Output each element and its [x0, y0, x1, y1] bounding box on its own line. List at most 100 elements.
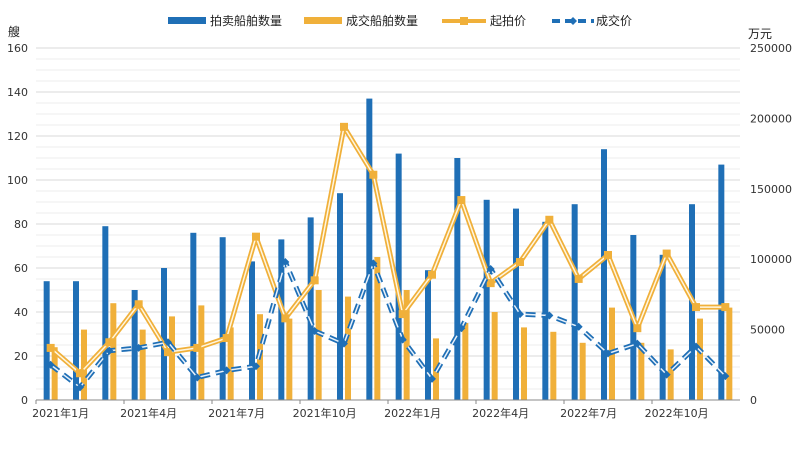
- point-deal-price: [310, 327, 319, 336]
- bar-marks: [43, 98, 733, 400]
- point-deal-price: [516, 310, 524, 319]
- bar-deal-count: [403, 290, 410, 400]
- legend-swatch-deal-count: [304, 17, 342, 24]
- bar-deal-count: [81, 329, 87, 400]
- legend-label-starting-price: 起拍价: [490, 13, 526, 28]
- point-deal-price: [486, 265, 495, 274]
- bar-auction-count: [102, 226, 109, 400]
- point-deal-price: [692, 342, 700, 351]
- bar-auction-count: [73, 281, 79, 400]
- legend-swatch-auction-count: [168, 17, 206, 24]
- point-starting-price: [340, 122, 348, 131]
- bar-deal-count: [345, 296, 351, 400]
- legend-label-deal-price: 成交价: [596, 13, 632, 28]
- left-tick-label: 100: [7, 174, 28, 187]
- point-starting-price: [369, 170, 378, 179]
- point-starting-price: [457, 196, 466, 205]
- bar-deal-count: [227, 327, 234, 400]
- legend-label-deal-count: 成交船舶数量: [346, 13, 418, 28]
- point-starting-price: [516, 258, 524, 267]
- point-starting-price: [193, 343, 202, 352]
- point-starting-price: [252, 232, 260, 241]
- line-marks: [46, 122, 730, 392]
- right-tick-label: 100000: [750, 253, 792, 266]
- x-tick-label: 2021年4月: [120, 406, 177, 420]
- point-deal-price: [193, 373, 202, 382]
- point-starting-price: [46, 343, 55, 352]
- point-starting-price: [134, 300, 143, 309]
- bar-auction-count: [659, 254, 666, 400]
- bar-auction-count: [454, 158, 461, 400]
- x-tick-label: 2021年7月: [208, 406, 265, 420]
- point-deal-price: [604, 349, 612, 358]
- point-deal-price: [428, 374, 436, 383]
- point-deal-price: [545, 311, 554, 320]
- left-tick-label: 0: [21, 394, 28, 407]
- point-starting-price: [281, 314, 290, 323]
- bar-deal-count: [198, 305, 205, 400]
- bar-deal-count: [726, 307, 733, 400]
- point-deal-price: [340, 339, 348, 348]
- point-deal-price: [398, 335, 407, 344]
- bar-auction-count: [571, 204, 578, 400]
- point-starting-price: [105, 338, 114, 347]
- left-tick-label: 160: [7, 42, 28, 55]
- right-tick-label: 250000: [750, 42, 792, 55]
- right-tick-label: 50000: [750, 324, 785, 337]
- x-tick-label: 2021年1月: [32, 406, 89, 420]
- right-tick-label: 150000: [750, 183, 792, 196]
- point-deal-price: [252, 362, 260, 371]
- bar-deal-count: [374, 257, 381, 400]
- bar-auction-count: [395, 153, 402, 400]
- point-starting-price: [398, 310, 407, 319]
- point-deal-price: [281, 258, 290, 267]
- point-deal-price: [164, 338, 172, 347]
- point-deal-price: [105, 346, 114, 355]
- point-deal-price: [134, 343, 143, 352]
- point-deal-price: [662, 370, 671, 379]
- point-starting-price: [604, 250, 612, 259]
- bar-auction-count: [601, 149, 607, 400]
- bar-auction-count: [190, 232, 197, 400]
- left-axis-unit: 艘: [8, 24, 20, 39]
- bar-deal-count: [51, 347, 58, 400]
- bar-auction-count: [307, 217, 314, 400]
- point-starting-price: [633, 324, 642, 333]
- left-axis: 0 20 40 60 80 100 120 140 160: [7, 42, 28, 407]
- left-tick-label: 140: [7, 86, 28, 99]
- bar-deal-count: [139, 329, 146, 400]
- point-starting-price: [428, 270, 436, 279]
- bar-deal-count: [491, 312, 498, 400]
- bar-auction-count: [366, 98, 373, 400]
- line-deal-price-inner: [50, 261, 726, 389]
- left-tick-label: 20: [14, 350, 28, 363]
- bar-auction-count: [161, 268, 167, 400]
- bar-deal-count: [521, 327, 527, 400]
- bar-deal-count: [286, 318, 293, 400]
- point-deal-price: [574, 322, 583, 331]
- right-tick-label: 200000: [750, 112, 792, 125]
- legend-label-auction-count: 拍卖船舶数量: [210, 13, 282, 28]
- right-axis-unit: 万元: [748, 27, 772, 41]
- left-tick-label: 60: [14, 262, 28, 275]
- bar-auction-count: [43, 281, 50, 400]
- x-tick-label: 2022年10月: [645, 406, 709, 420]
- point-starting-price: [692, 303, 700, 312]
- legend: 拍卖船舶数量 成交船舶数量 起拍价 成交价: [168, 13, 632, 28]
- bar-deal-count: [579, 342, 586, 400]
- point-deal-price: [76, 383, 84, 392]
- bar-auction-count: [483, 199, 490, 400]
- bar-deal-count: [550, 331, 557, 400]
- point-starting-price: [486, 279, 495, 288]
- point-starting-price: [721, 303, 730, 312]
- bar-auction-count: [542, 221, 549, 400]
- bar-deal-count: [315, 290, 322, 400]
- x-tick-label: 2022年4月: [472, 406, 529, 420]
- bar-deal-count: [462, 323, 469, 400]
- legend-marker-starting-price: [460, 17, 468, 25]
- right-tick-label: 0: [750, 394, 757, 407]
- left-tick-label: 80: [14, 218, 28, 231]
- point-deal-price: [457, 324, 466, 333]
- point-starting-price: [662, 249, 671, 258]
